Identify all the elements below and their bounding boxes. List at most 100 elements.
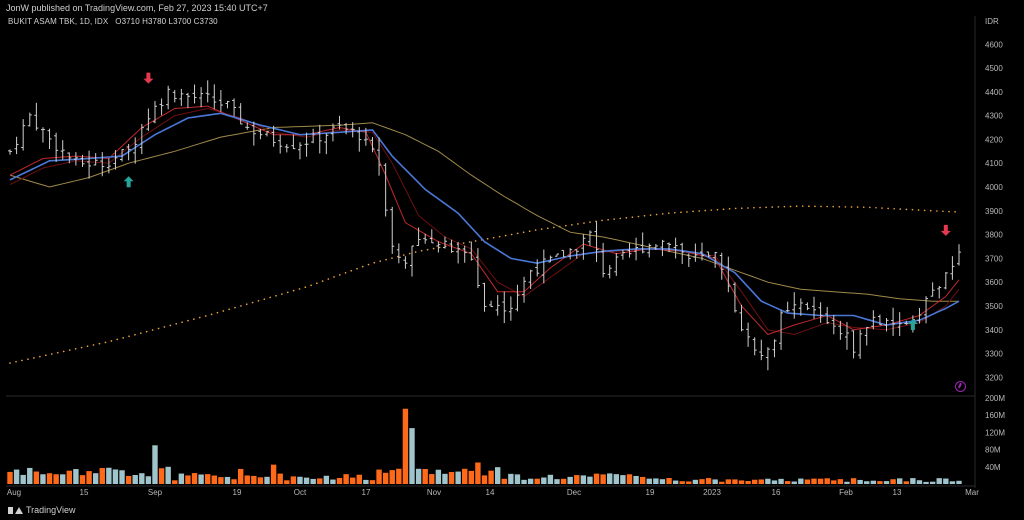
down-arrow-icon bbox=[940, 224, 951, 236]
volume-bar bbox=[429, 474, 435, 484]
ohlc-bar bbox=[113, 150, 118, 170]
volume-bar bbox=[73, 469, 79, 484]
volume-bar bbox=[132, 475, 138, 484]
ohlc-bar bbox=[179, 88, 184, 106]
footer-bar bbox=[0, 502, 1024, 520]
ohlc-bar bbox=[34, 102, 39, 131]
volume-bar bbox=[791, 481, 797, 484]
volume-bar bbox=[158, 468, 165, 484]
down-arrow-icon bbox=[143, 72, 154, 84]
ohlc-bar bbox=[607, 264, 612, 279]
ohlc-bar bbox=[864, 326, 869, 346]
volume-bar bbox=[620, 475, 626, 484]
ohlc-bar bbox=[166, 85, 171, 110]
ohlc-bar bbox=[370, 137, 375, 153]
close-label: C bbox=[193, 17, 200, 26]
ohlc-bar bbox=[8, 149, 12, 155]
volume-bars bbox=[7, 408, 962, 484]
low-value: 3700 bbox=[173, 17, 192, 26]
ohlc-bar bbox=[238, 103, 243, 125]
volume-bar bbox=[560, 478, 567, 484]
indicator-settings-icon[interactable] bbox=[955, 381, 966, 392]
volume-bar bbox=[330, 479, 336, 484]
volume-bar bbox=[877, 481, 883, 484]
volume-tick-label: 160M bbox=[985, 411, 1005, 420]
ohlc-bar bbox=[792, 292, 797, 319]
ohlc-bar bbox=[568, 248, 573, 260]
ohlc-bar bbox=[449, 239, 454, 253]
ohlc-bar bbox=[897, 312, 902, 336]
volume-bar bbox=[237, 468, 244, 484]
ohlc-bar bbox=[627, 243, 632, 258]
ohlc-bar bbox=[917, 307, 922, 324]
symbol-name[interactable]: BUKIT ASAM TBK, 1D, IDX bbox=[8, 17, 109, 26]
ohlc-bar bbox=[390, 206, 395, 254]
ohlc-bar bbox=[739, 304, 744, 332]
ohlc-bar bbox=[930, 282, 935, 297]
volume-bar bbox=[514, 474, 521, 484]
ohlc-bar bbox=[548, 255, 553, 263]
ohlc-bar bbox=[647, 243, 652, 258]
ohlc-bar bbox=[812, 296, 817, 319]
ohlc-bar bbox=[133, 137, 138, 164]
price-tick-label: 3900 bbox=[985, 207, 1003, 216]
ohlc-bar bbox=[482, 282, 487, 312]
ohlc-bar bbox=[436, 241, 441, 253]
volume-bar bbox=[106, 467, 112, 484]
volume-bar bbox=[205, 474, 211, 484]
ohlc-bar bbox=[47, 128, 52, 149]
volume-tick-label: 40M bbox=[985, 463, 1001, 472]
volume-bar bbox=[646, 478, 652, 484]
volume-bar bbox=[66, 470, 73, 484]
ohlc-bar bbox=[146, 108, 151, 131]
price-tick-label: 3500 bbox=[985, 302, 1003, 311]
volume-bar bbox=[778, 478, 784, 484]
time-tick-label: 17 bbox=[362, 488, 371, 497]
ohlc-bar bbox=[772, 339, 777, 358]
volume-bar bbox=[468, 470, 475, 484]
volume-bar bbox=[396, 468, 402, 484]
ohlc-bar bbox=[93, 153, 98, 166]
volume-bar bbox=[725, 479, 732, 484]
ohlc-bar bbox=[21, 119, 26, 151]
ohlc-bar bbox=[884, 318, 889, 332]
volume-bar bbox=[798, 478, 804, 484]
ohlc-bar bbox=[673, 237, 678, 259]
volume-bar bbox=[317, 478, 323, 484]
volume-bar bbox=[303, 477, 310, 484]
ohlc-bar bbox=[785, 301, 790, 313]
ohlc-bar bbox=[620, 249, 625, 260]
ohlc-bar bbox=[192, 84, 197, 104]
volume-bar bbox=[587, 476, 593, 484]
ohlc-bar bbox=[344, 122, 349, 135]
volume-bar bbox=[119, 470, 125, 484]
time-tick-label: Nov bbox=[427, 488, 441, 497]
price-tick-label: 4000 bbox=[985, 183, 1003, 192]
ohlc-bar bbox=[284, 144, 289, 153]
volume-bar bbox=[270, 464, 277, 484]
volume-bar bbox=[40, 474, 46, 484]
volume-bar bbox=[929, 481, 936, 484]
ohlc-bar bbox=[152, 100, 157, 124]
high-label: H bbox=[142, 17, 148, 26]
price-volume-chart[interactable]: 4600 4500 4400 4300 4200 4100 4000 3900 3800 3700… bbox=[0, 0, 1024, 502]
volume-bar bbox=[956, 480, 962, 484]
volume-bar bbox=[448, 472, 455, 484]
ohlc-bar bbox=[838, 320, 843, 340]
tradingview-logo[interactable]: TradingView bbox=[8, 505, 76, 515]
volume-bar bbox=[831, 480, 837, 484]
volume-bar bbox=[804, 479, 811, 484]
ohlc-bar bbox=[363, 127, 368, 146]
ohlc-bar bbox=[554, 253, 559, 257]
ohlc-bar bbox=[73, 152, 78, 166]
ohlc-bar bbox=[317, 124, 322, 154]
volume-bar bbox=[297, 476, 303, 484]
ohlc-bar bbox=[515, 284, 520, 312]
ohlc-bar bbox=[535, 259, 540, 277]
volume-bar bbox=[27, 467, 33, 484]
volume-bar bbox=[705, 478, 712, 484]
ohlc-bar bbox=[746, 322, 751, 347]
ohlc-bar bbox=[297, 142, 302, 160]
ohlc-bar bbox=[212, 84, 217, 110]
price-axis: 4600 4500 4400 4300 4200 4100 4000 3900 3800 3700… bbox=[985, 40, 1003, 382]
